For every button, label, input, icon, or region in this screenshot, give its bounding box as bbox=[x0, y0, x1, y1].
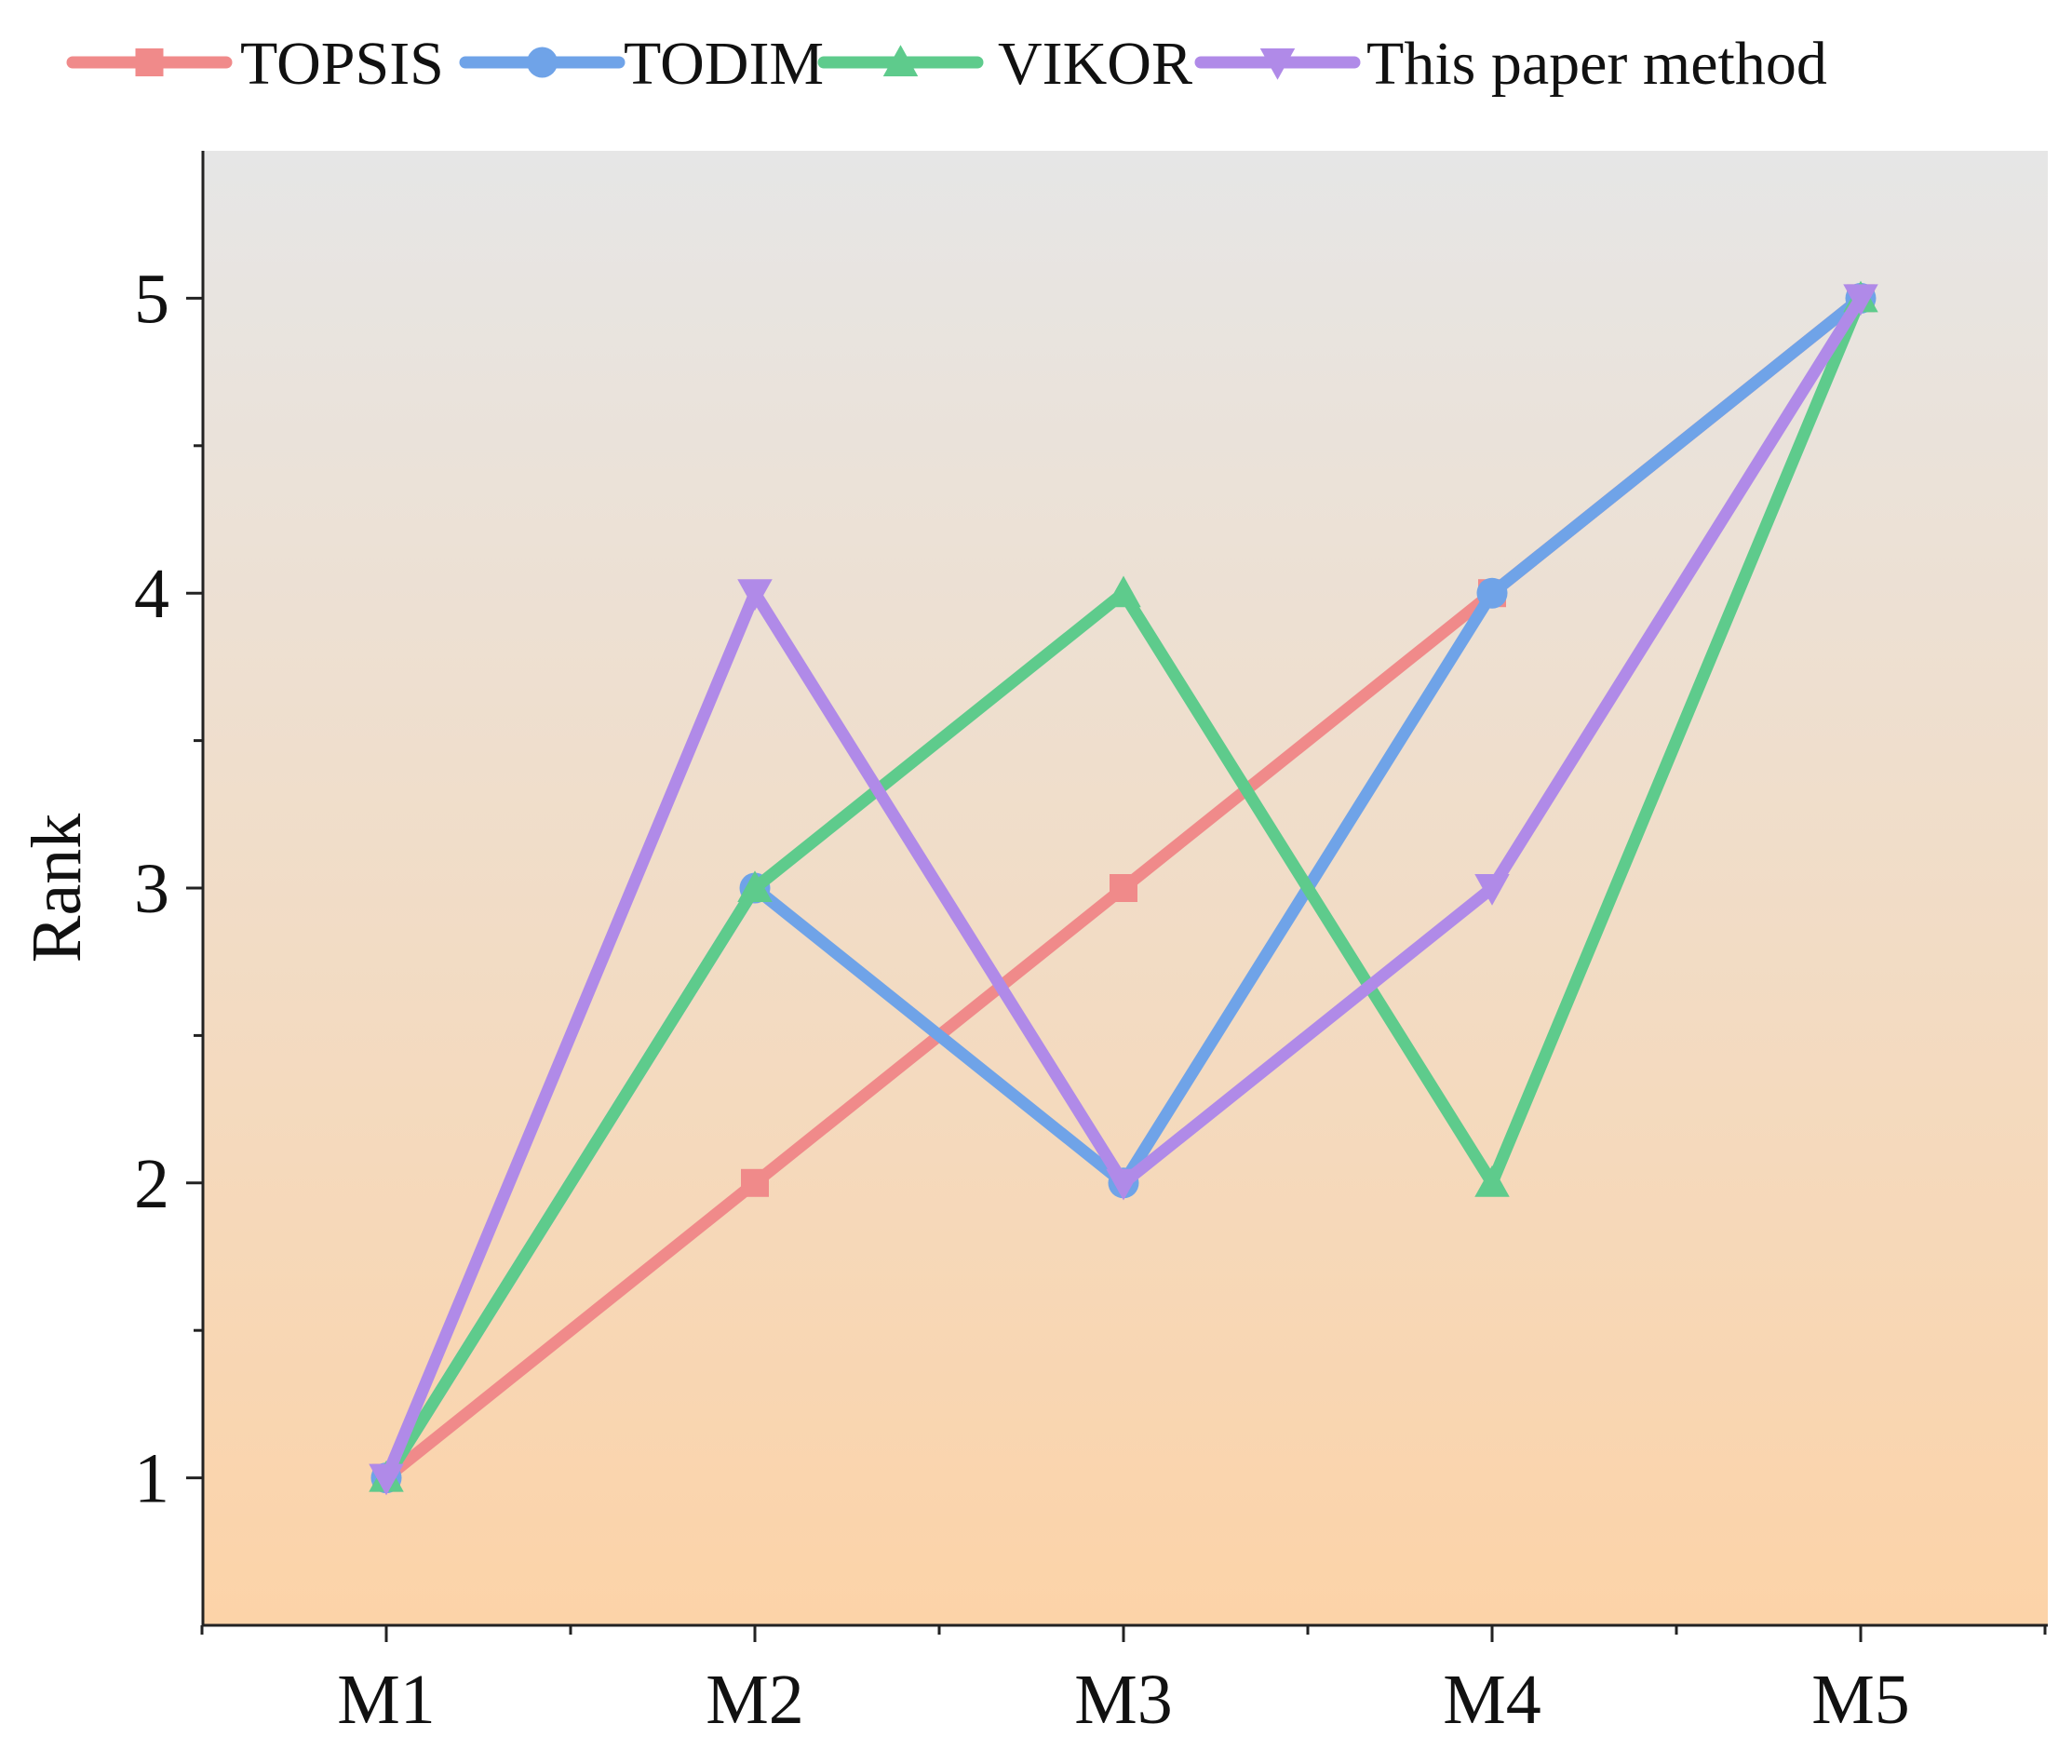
x-tick-label-m1: M1 bbox=[337, 1661, 436, 1739]
y-tick-label: 5 bbox=[134, 260, 169, 338]
y-tick-label: 2 bbox=[134, 1145, 169, 1223]
legend-swatch-marker bbox=[882, 45, 919, 76]
series-vikor bbox=[369, 280, 1878, 1492]
legend-item-topsis: TOPSIS bbox=[66, 30, 444, 98]
x-tick-label-m4: M4 bbox=[1443, 1661, 1541, 1739]
legend-item-vikor: VIKOR bbox=[817, 30, 1192, 98]
data-point-vikor-m3 bbox=[1106, 575, 1141, 608]
legend: TOPSIS TODIM VIKOR This paper method bbox=[66, 30, 1827, 98]
legend-item-todim: TODIM bbox=[459, 30, 824, 98]
legend-swatch-marker bbox=[135, 48, 164, 76]
y-axis-title: Rank bbox=[18, 814, 96, 963]
data-point-this-paper-method-m3 bbox=[1106, 1168, 1141, 1201]
legend-swatch-marker bbox=[1259, 48, 1296, 80]
x-tick-label-m2: M2 bbox=[706, 1661, 804, 1739]
legend-label: This paper method bbox=[1366, 30, 1827, 98]
axes: 1 2 3 4 5 M1 M2 M3 M4 M5 bbox=[134, 151, 2048, 1739]
data-point-this-paper-method-m2 bbox=[737, 579, 773, 611]
y-tick-label: 3 bbox=[134, 850, 169, 928]
data-point-topsis-m3 bbox=[1110, 874, 1137, 902]
series-this-paper-method bbox=[369, 284, 1878, 1496]
legend-item-this-paper-method: This paper method bbox=[1194, 30, 1827, 98]
data-point-todim-m4 bbox=[1476, 577, 1508, 609]
data-point-topsis-m2 bbox=[741, 1168, 769, 1197]
data-point-vikor-m4 bbox=[1474, 1165, 1510, 1197]
legend-swatch-marker bbox=[527, 47, 558, 78]
legend-label: TOPSIS bbox=[240, 30, 444, 98]
x-tick-label-m3: M3 bbox=[1074, 1661, 1173, 1739]
x-tick-label-m5: M5 bbox=[1811, 1661, 1910, 1739]
y-tick-label: 4 bbox=[134, 555, 169, 633]
data-point-this-paper-method-m1 bbox=[369, 1463, 404, 1496]
series-layer bbox=[369, 280, 1878, 1496]
data-point-vikor-m2 bbox=[737, 870, 773, 902]
legend-label: VIKOR bbox=[998, 30, 1192, 98]
data-point-this-paper-method-m5 bbox=[1843, 284, 1878, 316]
y-tick-label: 1 bbox=[134, 1440, 169, 1518]
legend-label: TODIM bbox=[624, 30, 824, 98]
data-point-this-paper-method-m4 bbox=[1474, 874, 1510, 906]
